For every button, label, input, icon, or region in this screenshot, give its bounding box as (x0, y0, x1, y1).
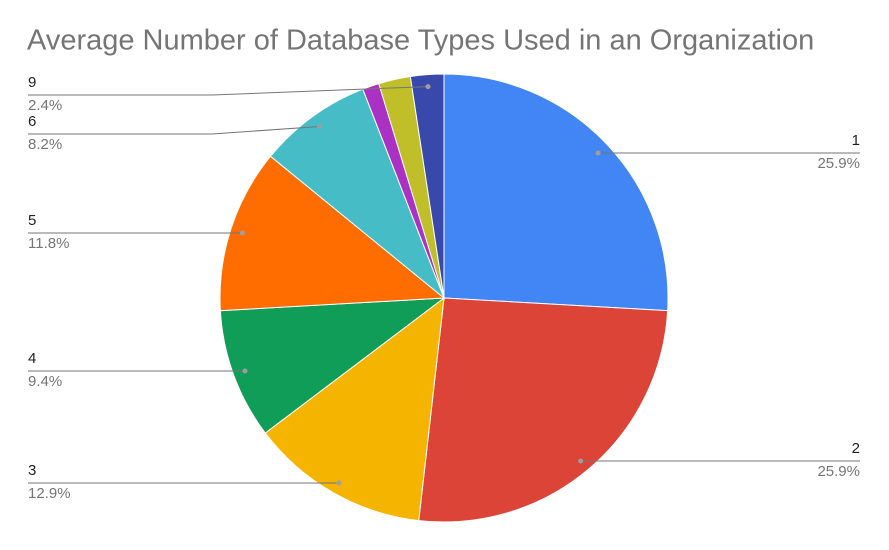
leader-dot (316, 123, 322, 129)
value-label: 25.9% (817, 463, 860, 480)
leader-line (28, 125, 320, 135)
leader-line (28, 86, 429, 96)
value-label: 25.9% (817, 155, 860, 172)
pie-slice (418, 297, 669, 523)
pie-slice (219, 297, 446, 434)
legend-label: 1 (852, 132, 860, 149)
pie-slice (443, 73, 669, 312)
legend-label: 6 (28, 113, 36, 130)
leader-dot (425, 84, 431, 90)
chart-title: Average Number of Database Types Used in… (27, 25, 814, 57)
pie-slice (264, 296, 445, 522)
leader-dot (578, 458, 584, 464)
legend-label: 5 (28, 212, 36, 229)
leader-dot (336, 480, 342, 486)
legend-label: 2 (852, 440, 860, 457)
leader-dot (239, 230, 245, 236)
pie-slice (219, 155, 446, 312)
value-label: 12.9% (28, 485, 71, 502)
value-label: 11.8% (28, 235, 69, 252)
legend-label: 9 (28, 74, 36, 91)
value-label: 2.4% (28, 97, 62, 114)
value-label: 8.2% (28, 136, 62, 153)
pie-slice (269, 88, 446, 300)
value-label: 9.4% (28, 373, 62, 390)
pie-slice (409, 73, 445, 299)
legend-label: 3 (28, 462, 36, 479)
leader-dot (242, 368, 248, 374)
legend-label: 4 (28, 350, 36, 367)
leader-dot (595, 150, 601, 156)
